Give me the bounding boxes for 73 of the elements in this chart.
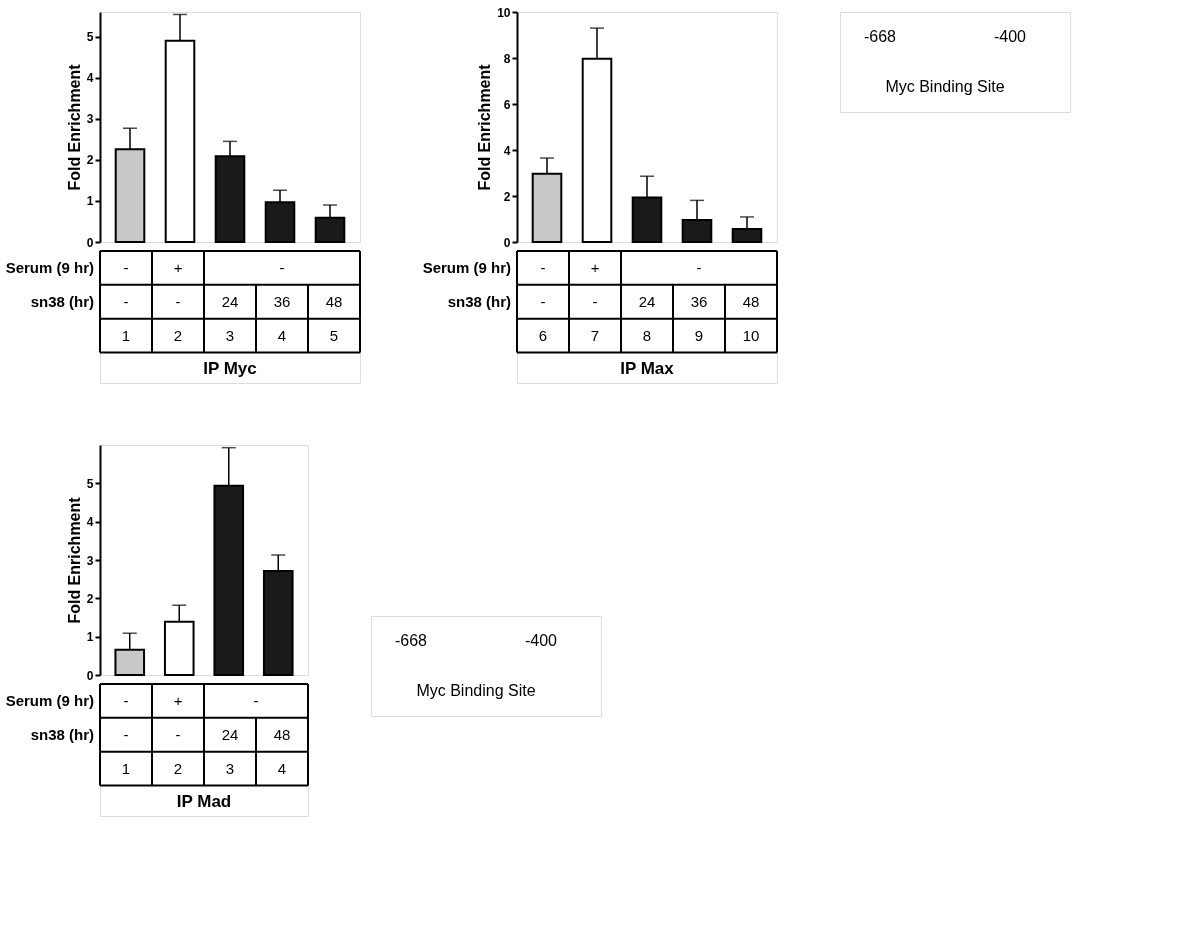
text: Serum (9 hr) [5,258,94,276]
y-tick-label: 0 [86,668,94,683]
text: - [279,258,285,276]
text: - [540,258,546,276]
x-tick-label: 3 [225,759,235,777]
y-tick-label: 5 [86,30,94,45]
text: -400 [524,632,558,649]
x-tick-label: 7 [590,326,600,344]
text: + [590,258,600,276]
text: 48 [742,292,760,310]
y-tick-label: 1 [86,630,94,645]
y-tick-label: 4 [86,515,94,530]
x-tick-label: 4 [277,326,287,344]
y-tick-label: 10 [497,5,511,20]
text: - [123,725,129,743]
text: Myc Binding Site [885,78,1005,95]
x-tick-label: 5 [329,326,339,344]
text: - [123,258,129,276]
text: + [173,258,183,276]
x-tick-label: 8 [642,326,652,344]
x-tick-label: 10 [742,326,760,344]
x-tick-label: 1 [121,759,131,777]
text: - [175,292,181,310]
y-axis-title: Fold Enrichment [65,496,83,624]
y-tick-label: 0 [503,235,511,250]
text: - [592,292,598,310]
text: sn38 (hr) [30,292,94,310]
x-tick-label: 9 [694,326,704,344]
y-tick-label: 0 [86,235,94,250]
y-tick-label: 6 [503,97,511,112]
text: -668 [863,28,897,45]
text: 24 [638,292,656,310]
x-tick-label: 6 [538,326,548,344]
text: 48 [273,725,291,743]
x-tick-label: 4 [277,759,287,777]
text: - [253,691,259,709]
text: 24 [221,725,239,743]
text: - [123,691,129,709]
x-tick-label: 2 [173,326,183,344]
y-tick-label: 2 [86,153,94,168]
y-tick-label: 8 [503,51,511,66]
x-tick-label: 1 [121,326,131,344]
text: Serum (9 hr) [422,258,511,276]
x-tick-label: 3 [225,326,235,344]
text: 36 [690,292,708,310]
y-tick-label: 2 [86,591,94,606]
y-tick-label: 1 [86,194,94,209]
text: Myc Binding Site [416,682,536,699]
text: + [173,691,183,709]
y-tick-label: 4 [503,143,511,158]
x-axis-title: IP Myc [203,359,257,379]
text: Serum (9 hr) [5,691,94,709]
text: - [696,258,702,276]
y-tick-label: 3 [86,553,94,568]
x-axis-title: IP Max [620,359,675,379]
text: - [123,292,129,310]
y-tick-label: 3 [86,112,94,127]
text: 24 [221,292,239,310]
text: - [540,292,546,310]
y-axis-title: Fold Enrichment [476,63,494,191]
text: 36 [273,292,291,310]
y-axis-title: Fold Enrichment [65,63,83,191]
x-axis-title: IP Mad [176,792,232,812]
text: -400 [993,28,1027,45]
text: - [175,725,181,743]
text: sn38 (hr) [30,725,94,743]
x-tick-label: 2 [173,759,183,777]
text: sn38 (hr) [447,292,511,310]
y-tick-label: 2 [503,189,511,204]
text: 48 [325,292,343,310]
y-tick-label: 5 [86,476,94,491]
text: -668 [394,632,428,649]
y-tick-label: 4 [86,71,94,86]
